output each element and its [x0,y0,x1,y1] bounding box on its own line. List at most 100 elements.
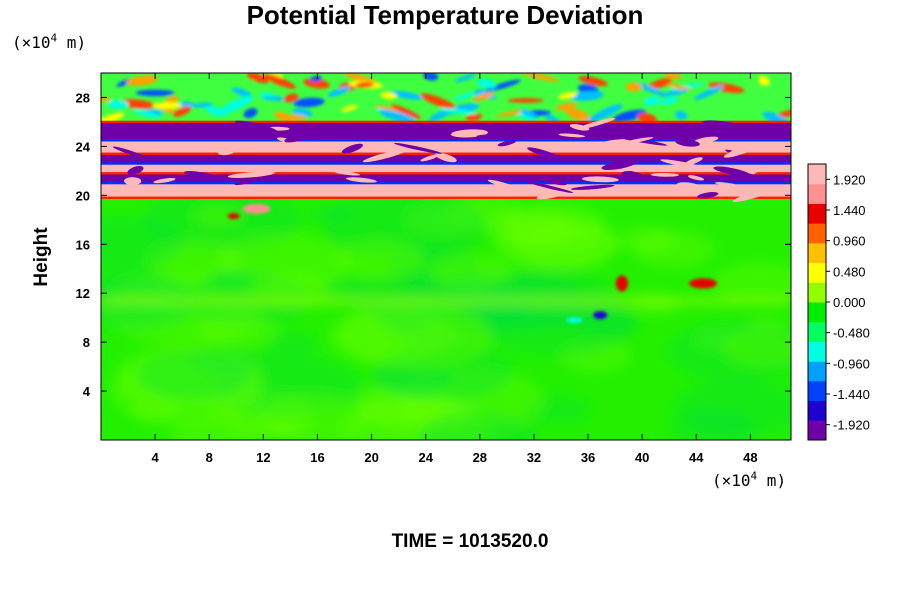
wave-streak [243,108,258,118]
wave-streak [507,98,544,103]
band-streak [536,190,566,200]
anomaly-blob [593,311,608,320]
wave-streak [303,78,330,89]
wave-streak [758,76,770,86]
band-edge [101,152,791,155]
wave-streak [263,96,289,101]
band-streak [341,143,363,154]
wave-streak [522,73,560,82]
band-streak [124,177,142,186]
band-streak [675,139,700,147]
y-unit-tail: m [57,33,77,52]
colorbar-label: 0.000 [833,295,866,310]
band-streak [570,184,615,190]
texture-blob [338,302,493,370]
x-tick-label: 40 [635,450,649,465]
texture-blob [632,230,716,268]
colorbar-swatch [808,164,826,185]
x-tick-label: 36 [581,450,595,465]
band-streak [420,125,453,134]
texture-blob [572,307,641,337]
wave-streak [675,110,688,120]
wave-streak [246,73,269,84]
y-tick-label: 12 [76,286,90,301]
wave-streak [420,93,457,110]
texture-blob [264,331,320,356]
anomaly-blob [689,278,718,289]
wave-streak [132,109,162,119]
wave-streak [293,97,325,108]
wave-streak [165,96,180,103]
texture-band [101,298,791,305]
colorbar-swatch [808,203,826,224]
band-streak [660,159,706,169]
colorbar-label: -0.480 [833,326,870,341]
colorbar-label: -0.960 [833,356,870,371]
colorbar-label: 1.440 [833,203,866,218]
wave-streak [453,92,476,101]
wave-streak [590,104,623,121]
wave-streak [219,95,254,114]
band-streak [487,179,523,192]
band-streak [584,139,632,150]
band-streak [435,152,457,163]
band-streak [499,141,528,153]
y-axis: 4 8 12 16 20 24 28 [76,90,791,399]
texture-blob [101,215,183,272]
colorbar-label: -1.920 [833,418,870,433]
x-tick-label: 4 [152,450,160,465]
colorbar-swatch [808,380,826,402]
x-tick-label: 32 [527,450,541,465]
heatmap-field [101,73,791,440]
band-edges [101,120,791,199]
wave-streak [292,108,313,117]
wave-streak [578,76,608,87]
band-streak [577,117,616,130]
band-edge [101,181,791,185]
texture-blob [724,331,791,367]
wave-streak [107,99,129,109]
colorbar-swatch [808,321,826,342]
y-axis-unit: (×104 m) [12,31,87,52]
x-unit-exponent: 4 [750,469,758,483]
band-streak [693,136,719,144]
band-edge [101,172,791,175]
x-tick-label: 44 [689,450,704,465]
wave-streak [423,73,439,81]
wave-streak [374,105,406,114]
band-streak [581,176,619,183]
colorbar-swatch [808,341,826,362]
x-unit-tail: m [757,471,777,490]
y-unit-base: ×10 [21,33,51,52]
colorbar-swatch [808,223,826,244]
band-streak [227,171,275,178]
wave-streak [660,89,689,97]
band-streak [697,192,719,199]
x-tick-label: 8 [206,450,213,465]
wave-streak [485,79,521,92]
wave-streak [555,102,577,111]
field-band [101,173,791,184]
wave-streak [625,82,642,92]
band-streak [112,146,150,160]
wave-streak [380,92,397,100]
wave-streak [476,78,497,89]
band-streak [732,186,780,203]
band-streak [527,181,574,193]
band-streak [127,165,144,175]
x-unit-base: ×10 [721,471,751,490]
wave-streak [570,90,604,101]
time-footer: TIME = 1013520.0 [391,531,549,552]
wave-streak [281,114,307,121]
wave-streak [391,104,421,119]
band-streak [621,171,645,180]
texture-blob [254,393,370,440]
colorbar: 1.920 1.440 0.960 0.480 0.000 -0.480 -0.960 -1.… [807,163,870,441]
band-streak [284,130,320,143]
colorbar-label: -1.440 [833,387,870,402]
colorbar-swatch [808,262,826,283]
texture-blob [336,240,425,279]
wave-streak [263,74,297,89]
field-texture [101,184,791,440]
